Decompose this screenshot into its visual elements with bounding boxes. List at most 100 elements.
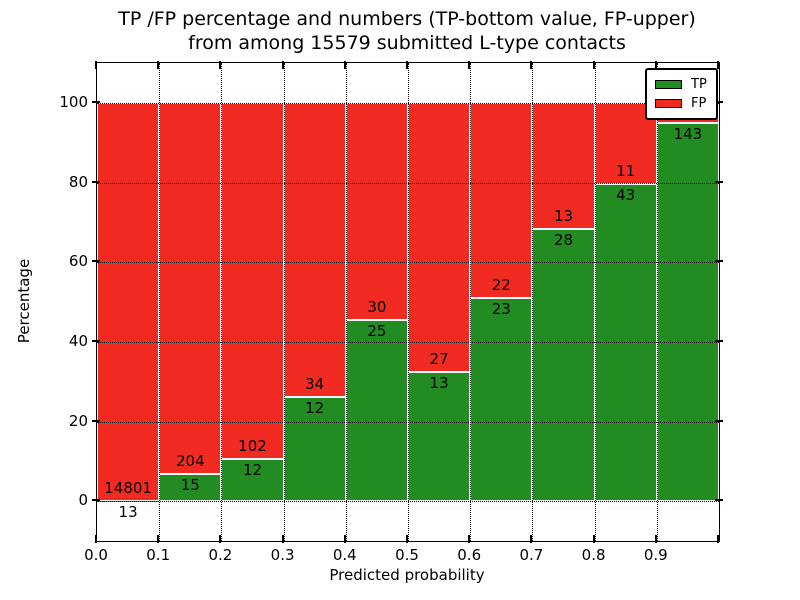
fp-count-label: 13 <box>553 207 574 226</box>
axis-tick <box>92 339 100 342</box>
axis-tick <box>343 535 346 543</box>
tp-bar-segment <box>656 122 719 502</box>
y-tick-label: 60 <box>68 252 88 271</box>
axis-tick <box>468 61 471 69</box>
chart-title-line2: from among 15579 submitted L-type contac… <box>188 32 626 54</box>
axis-tick <box>654 61 657 69</box>
fp-bar-segment <box>97 102 160 501</box>
fp-count-label: 14801 <box>104 478 152 497</box>
axis-tick <box>157 61 160 69</box>
horizontal-gridline <box>97 341 719 343</box>
tp-count-label: 43 <box>616 185 636 204</box>
legend-item-fp: FP <box>655 94 707 113</box>
fp-count-label: 11 <box>616 161 636 180</box>
x-tick-label: 0.6 <box>457 546 482 564</box>
x-axis-label: Predicted probability <box>329 566 485 584</box>
axis-tick <box>92 100 100 103</box>
axis-tick <box>281 61 284 69</box>
fp-bar-segment <box>221 102 284 460</box>
x-tick-label: 0.0 <box>84 546 108 564</box>
axis-tick <box>95 535 97 543</box>
tp-bar-segment <box>159 473 222 502</box>
x-tick-label: 0.8 <box>581 546 606 564</box>
vertical-gridline <box>221 63 223 541</box>
axis-tick <box>715 499 723 502</box>
horizontal-gridline <box>97 421 719 423</box>
vertical-gridline <box>532 63 534 541</box>
tp-bar-segment <box>532 229 595 502</box>
horizontal-gridline <box>97 102 719 104</box>
axis-tick <box>468 535 471 543</box>
y-tick-label: 100 <box>59 92 88 111</box>
fp-count-label: 204 <box>175 451 205 470</box>
tp-count-label: 15 <box>180 475 200 494</box>
axis-tick <box>219 535 222 543</box>
fp-bar-segment <box>159 102 222 474</box>
axis-tick <box>592 535 595 543</box>
legend-swatch-fp <box>655 99 682 108</box>
legend-item-tp: TP <box>655 75 707 94</box>
vertical-gridline <box>594 63 596 541</box>
legend-swatch-tp <box>655 80 682 89</box>
axis-tick <box>592 61 595 69</box>
axis-tick <box>715 339 723 342</box>
x-tick-label: 0.9 <box>643 546 668 564</box>
y-tick-label: 20 <box>68 411 88 430</box>
axis-tick <box>92 419 100 422</box>
axis-tick <box>406 61 408 69</box>
tp-count-label: 25 <box>367 322 387 341</box>
axis-tick <box>92 499 100 502</box>
fp-count-label: 22 <box>491 275 511 294</box>
x-tick-label: 0.4 <box>332 546 357 564</box>
tp-count-label: 12 <box>242 461 263 480</box>
axis-tick <box>281 535 284 543</box>
axis-tick <box>530 535 533 543</box>
plot-area: 14801 13 204 15 102 12 34 12 30 25 27 13 22 23 13 28 11 4… <box>96 62 720 542</box>
horizontal-gridline <box>97 182 719 184</box>
axis-tick <box>715 180 723 183</box>
axis-tick <box>406 535 408 543</box>
legend-label: FP <box>691 96 707 111</box>
x-tick-label: 0.5 <box>395 546 419 564</box>
chart-title-line1: TP /FP percentage and numbers (TP-bottom… <box>118 8 696 30</box>
fp-bar-segment <box>283 102 346 398</box>
axis-tick <box>715 100 723 103</box>
fp-count-label: 102 <box>238 437 267 456</box>
axis-tick <box>717 535 719 543</box>
axis-tick <box>715 419 723 422</box>
tp-count-label: 13 <box>118 502 138 521</box>
fp-bar-segment <box>345 102 408 321</box>
tp-count-label: 23 <box>491 299 511 318</box>
x-tick-label: 0.1 <box>146 546 171 564</box>
y-axis-label: Percentage <box>15 258 33 344</box>
x-tick-label: 0.7 <box>519 546 544 564</box>
vertical-gridline <box>408 63 409 541</box>
tp-count-label: 12 <box>305 399 325 418</box>
vertical-gridline <box>470 63 472 541</box>
fp-bar-segment <box>532 102 595 230</box>
fp-bar-segment <box>594 102 657 184</box>
fp-count-label: 30 <box>367 298 387 317</box>
fp-bar-segment <box>470 102 533 298</box>
vertical-gridline <box>345 63 347 541</box>
axis-tick <box>157 535 160 543</box>
fp-count-label: 34 <box>305 375 325 394</box>
tp-count-label: 13 <box>429 373 449 392</box>
tp-count-label: 28 <box>553 231 574 250</box>
y-tick-label: 80 <box>68 172 88 191</box>
x-tick-label: 0.3 <box>270 546 295 564</box>
fp-count-label: 27 <box>429 349 449 368</box>
tp-count-label: 143 <box>673 124 703 143</box>
axis-tick <box>219 61 222 69</box>
tp-bar-segment <box>470 297 533 502</box>
tp-bar-segment <box>345 320 408 502</box>
fp-bar-segment <box>408 102 471 372</box>
axis-tick <box>92 260 100 263</box>
legend: TP FP <box>645 68 718 120</box>
horizontal-gridline <box>97 262 719 264</box>
axis-tick <box>343 61 346 69</box>
axis-tick <box>717 61 719 69</box>
x-tick-label: 0.2 <box>208 546 233 564</box>
y-tick-label: 40 <box>68 331 88 350</box>
